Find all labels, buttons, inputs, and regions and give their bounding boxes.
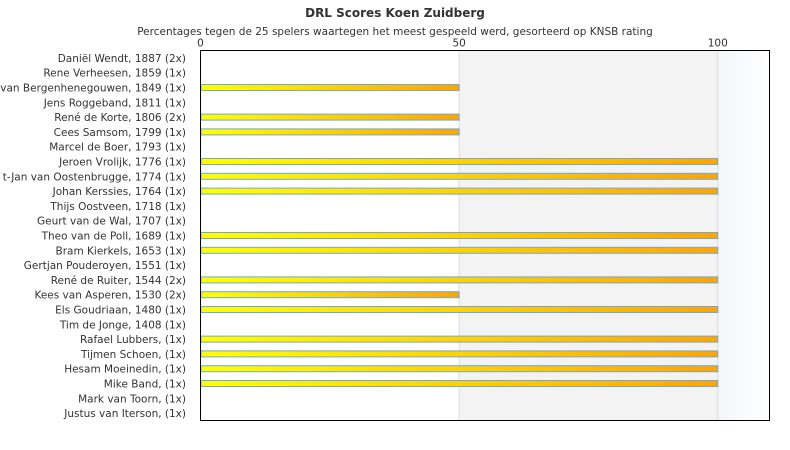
category-label: Bram Kierkels, 1653 (1x) [56,245,186,257]
chart-title: DRL Scores Koen Zuidberg [305,6,485,20]
bar [200,276,719,284]
bar [200,306,719,313]
plot-frame [200,50,770,421]
category-label: Mike Band, (1x) [104,379,186,391]
bar [200,187,719,195]
x-tick-label: 100 [708,38,728,50]
category-label: van Bergenhenegouwen, 1849 (1x) [0,83,186,95]
bar [200,158,719,165]
bar [200,232,719,239]
bar [200,350,719,358]
category-label: René de Ruiter, 1544 (2x) [51,275,186,287]
category-label: Cees Samsom, 1799 (1x) [54,127,186,139]
category-label: Rene Verheesen, 1859 (1x) [43,68,186,80]
category-label: Jeroen Vrolijk, 1776 (1x) [58,157,186,169]
category-label: Kees van Asperen, 1530 (2x) [34,290,186,302]
x-tick-label: 50 [452,38,465,50]
category-label: Jens Roggeband, 1811 (1x) [43,97,186,109]
category-label: Johan Kerssies, 1764 (1x) [52,186,186,198]
category-label: Daniël Wendt, 1887 (2x) [58,53,186,65]
band-100-max [717,50,770,421]
bar [200,246,719,254]
category-label: Tim de Jonge, 1408 (1x) [59,319,186,331]
category-label: Justus van Iterson, (1x) [63,408,186,420]
category-label: Els Goudriaan, 1480 (1x) [55,305,186,317]
category-label: René de Korte, 1806 (2x) [54,112,186,124]
category-label: Theo van de Poll, 1689 (1x) [41,231,186,243]
category-label: Tijmen Schoen, (1x) [80,349,186,361]
bar [200,291,460,299]
bar [200,365,719,373]
category-label: t-Jan van Oostenbrugge, 1774 (1x) [3,171,186,183]
category-label: Hesam Moeinedin, (1x) [64,364,186,376]
bar [200,84,460,91]
category-label: Thijs Oostveen, 1718 (1x) [49,201,186,213]
bar [200,128,460,136]
category-label: Rafael Lubbers, (1x) [80,334,186,346]
bar [200,113,460,121]
chart-subtitle: Percentages tegen de 25 spelers waartege… [137,26,653,38]
category-label: Gertjan Pouderoyen, 1551 (1x) [24,260,186,272]
bar [200,380,719,387]
bar [200,172,719,180]
bar [200,335,719,343]
x-tick-label: 0 [197,38,204,50]
category-label: Marcel de Boer, 1793 (1x) [49,142,186,154]
category-label: Geurt van de Wal, 1707 (1x) [37,216,186,228]
category-label: Mark van Toorn, (1x) [78,393,186,405]
